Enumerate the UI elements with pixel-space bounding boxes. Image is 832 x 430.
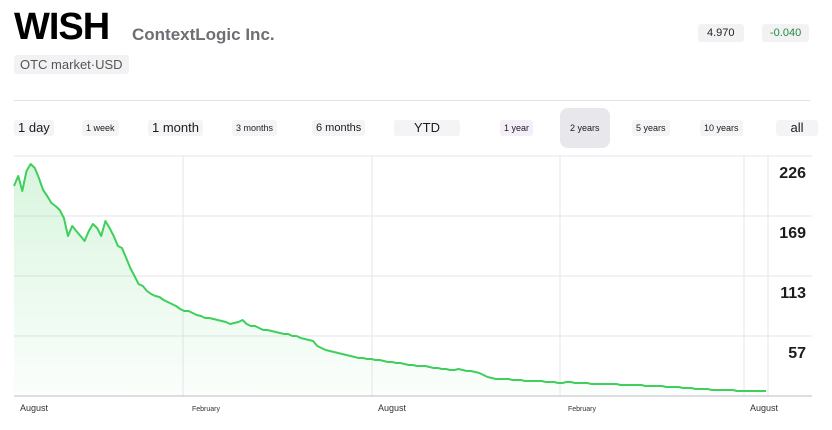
range-tab-2-years[interactable]: 2 years bbox=[560, 108, 610, 148]
header-divider bbox=[14, 100, 810, 101]
x-tick-label: February bbox=[568, 406, 597, 413]
price-badge: 4.970 bbox=[698, 24, 744, 42]
change-badge: -0.040 bbox=[762, 24, 810, 42]
range-tab-1-month[interactable]: 1 month bbox=[148, 120, 203, 136]
y-tick-label: 169 bbox=[779, 225, 806, 242]
market-label: OTC market·USD bbox=[14, 55, 129, 74]
range-tab-ytd[interactable]: YTD bbox=[394, 120, 460, 136]
y-tick-label: 226 bbox=[779, 165, 806, 182]
range-tab-1-day[interactable]: 1 day bbox=[14, 120, 54, 136]
x-tick-label: August bbox=[20, 403, 49, 413]
ticker-symbol: WISH bbox=[14, 6, 110, 48]
y-tick-label: 57 bbox=[788, 345, 806, 362]
range-tab-3-months[interactable]: 3 months bbox=[232, 120, 278, 136]
company-name: ContextLogic Inc. bbox=[132, 25, 275, 44]
price-area bbox=[14, 164, 766, 396]
range-tab-all[interactable]: all bbox=[776, 120, 818, 136]
x-tick-label: August bbox=[378, 403, 407, 413]
range-tab-10-years[interactable]: 10 years bbox=[700, 120, 743, 136]
range-tab-1-week[interactable]: 1 week bbox=[82, 120, 119, 136]
x-tick-label: February bbox=[192, 406, 221, 413]
x-tick-label: August bbox=[750, 403, 779, 413]
range-tab-6-months[interactable]: 6 months bbox=[312, 120, 366, 136]
price-line bbox=[13, 163, 766, 392]
range-tab-1-year[interactable]: 1 year bbox=[500, 120, 534, 136]
range-tab-5-years[interactable]: 5 years bbox=[632, 120, 670, 136]
y-tick-label: 113 bbox=[780, 285, 806, 302]
